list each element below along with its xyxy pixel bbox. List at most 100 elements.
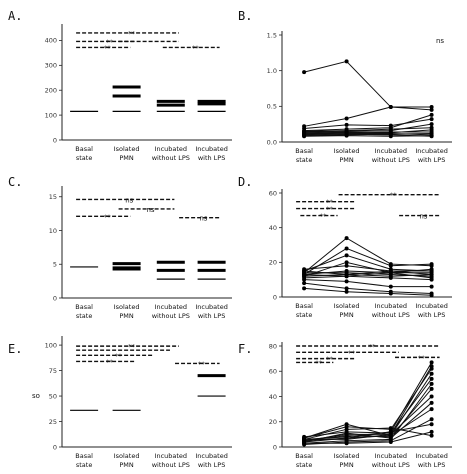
category-label: Isolated PMN — [334, 147, 360, 164]
y-tick-label: 1.0 — [267, 67, 277, 75]
significance-label: ** — [128, 343, 136, 351]
data-point — [429, 360, 434, 365]
series-line — [304, 270, 432, 275]
data-point — [429, 386, 434, 391]
panel-annotation: ns — [436, 37, 444, 45]
significance-label: ** — [198, 360, 206, 368]
category-label-line: Isolated — [334, 452, 360, 460]
category-label-line: PMN — [339, 156, 354, 164]
data-point — [344, 431, 349, 436]
y-tick-label: 20 — [269, 418, 277, 426]
panel-label: A. — [8, 9, 22, 23]
series-line — [304, 423, 432, 442]
data-point — [302, 269, 307, 273]
y-tick-label: 60 — [269, 189, 277, 197]
category-label-line: PMN — [119, 461, 134, 469]
category-label-line: Basal — [295, 452, 313, 460]
series-line — [303, 427, 432, 440]
data-point — [344, 274, 349, 279]
data-point — [429, 112, 434, 117]
panel-f: F. 0 20 40 60 80 Basal state Isolated PMN Incubate… — [238, 342, 452, 469]
series-line — [304, 123, 432, 133]
category-label: Basal state — [295, 452, 313, 469]
data-point — [344, 422, 349, 427]
data-point — [388, 134, 393, 139]
category-label-line: Incubated — [415, 302, 448, 310]
category-label: Isolated PMN — [114, 303, 140, 320]
y-tick-label: 0 — [53, 136, 57, 144]
panel-a: A. 0 100 200 300 400 Basal state Isolated PMN Incu… — [8, 9, 232, 162]
category-label-line: PMN — [119, 154, 134, 162]
data-point — [429, 122, 434, 127]
data-point — [388, 275, 393, 280]
y-tick-label: 200 — [45, 87, 57, 95]
series-line — [304, 131, 432, 134]
data-point — [429, 381, 434, 386]
y-tick-label: 400 — [45, 37, 57, 45]
significance-label: ** — [104, 213, 112, 221]
y-tick-label: 100 — [45, 341, 57, 349]
data-point — [302, 272, 307, 277]
category-label: Incubated with LPS — [195, 303, 228, 320]
y-tick-label: 10 — [49, 227, 57, 235]
data-point — [302, 286, 307, 291]
y-tick-label: 0.0 — [267, 138, 277, 146]
data-point — [429, 262, 434, 267]
category-label-line: Isolated — [334, 147, 360, 155]
category-label: Incubated with LPS — [415, 452, 448, 469]
category-label-line: Basal — [75, 452, 93, 460]
data-point — [344, 279, 349, 284]
panel-label: E. — [8, 342, 22, 356]
data-point — [344, 116, 349, 121]
y-tick-label: 25 — [49, 418, 57, 426]
y-tick-label: 40 — [269, 393, 277, 401]
data-point — [429, 272, 434, 277]
data-point — [388, 429, 393, 434]
category-label: Isolated PMN — [334, 452, 360, 469]
significance-label: ** — [128, 30, 136, 38]
category-label-line: Isolated — [114, 145, 140, 153]
category-label-line: with LPS — [198, 312, 226, 320]
series-line — [303, 247, 432, 275]
category-label-line: Incubated — [375, 452, 408, 460]
category-label-line: state — [296, 461, 312, 469]
panel-b: B. 0.0 0.5 1.0 1.5 Basal state Isolated PMN Incub… — [238, 9, 452, 164]
data-point — [344, 236, 349, 241]
significance-label: ** — [368, 343, 376, 351]
data-point — [429, 429, 434, 434]
category-label-line: Basal — [295, 302, 313, 310]
panel-label: B. — [238, 9, 252, 23]
category-label-line: with LPS — [418, 461, 446, 469]
y-tick-label: 100 — [45, 111, 57, 119]
category-label-line: Incubated — [415, 452, 448, 460]
category-label-line: state — [296, 311, 312, 319]
y-tick-label: 15 — [49, 193, 57, 201]
y-tick-label: 20 — [269, 259, 277, 267]
category-label: Basal state — [295, 302, 313, 319]
data-point — [429, 105, 434, 110]
category-label-line: Incubated — [155, 452, 188, 460]
panel-annotation: so — [32, 392, 40, 400]
series-line — [303, 368, 433, 439]
category-label-line: Incubated — [155, 145, 188, 153]
significance-label: ** — [319, 213, 327, 221]
category-label: Incubated without LPS — [372, 302, 410, 319]
y-tick-label: 50 — [49, 392, 57, 400]
category-label: Basal state — [295, 147, 313, 164]
data-point — [388, 269, 393, 273]
data-point — [429, 394, 434, 399]
y-tick-label: 0.5 — [267, 103, 277, 111]
data-point — [388, 291, 393, 296]
series-line — [303, 254, 432, 272]
series-line — [304, 282, 432, 295]
panel-e: E. 0 25 50 75 100 Basal state Isolated PMN Incubat… — [8, 336, 232, 469]
y-tick-label: 0 — [273, 293, 277, 301]
series-line — [304, 273, 432, 281]
category-label-line: PMN — [339, 311, 354, 319]
y-tick-label: 1.5 — [267, 31, 277, 39]
category-label-line: Incubated — [375, 147, 408, 155]
category-label-line: with LPS — [198, 154, 226, 162]
data-point — [344, 441, 349, 446]
series-line — [303, 408, 432, 439]
